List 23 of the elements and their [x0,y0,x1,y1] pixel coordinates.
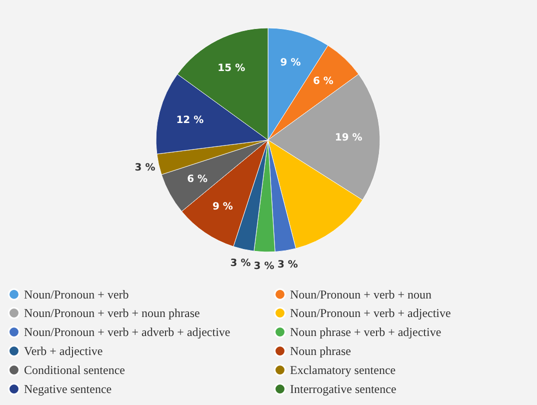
legend-label: Noun/Pronoun + verb + adjective [290,306,451,320]
data-label: 15 % [218,63,246,74]
legend-label: Noun phrase + verb + adjective [290,325,442,339]
data-label: 6 % [312,76,334,88]
data-label: 6 % [187,174,208,185]
data-label: 9 % [280,58,301,69]
legend-label: Noun/Pronoun + verb [24,287,129,302]
data-label: 3 % [230,258,251,269]
legend-label: Noun/Pronoun + verb + noun phrase [24,306,200,320]
data-label: 9 % [212,202,233,213]
legend-label: Negative sentence [24,382,112,396]
legend-label: Interrogative sentence [290,382,396,396]
legend-label: Noun/Pronoun + verb + noun [290,287,432,302]
data-label: 3 % [254,260,274,272]
data-label: 12 % [176,114,204,126]
legend-label: Verb + adjective [24,344,103,358]
legend-label: Noun phrase [290,344,351,358]
data-label: 19 % [334,132,362,144]
data-label: 3 % [134,162,156,174]
legend-label: Exclamatory sentence [290,363,396,377]
data-label: 3 % [277,259,298,270]
legend-label: Noun/Pronoun + verb + adverb + adjective [24,325,230,339]
legend-label: Conditional sentence [24,363,125,377]
